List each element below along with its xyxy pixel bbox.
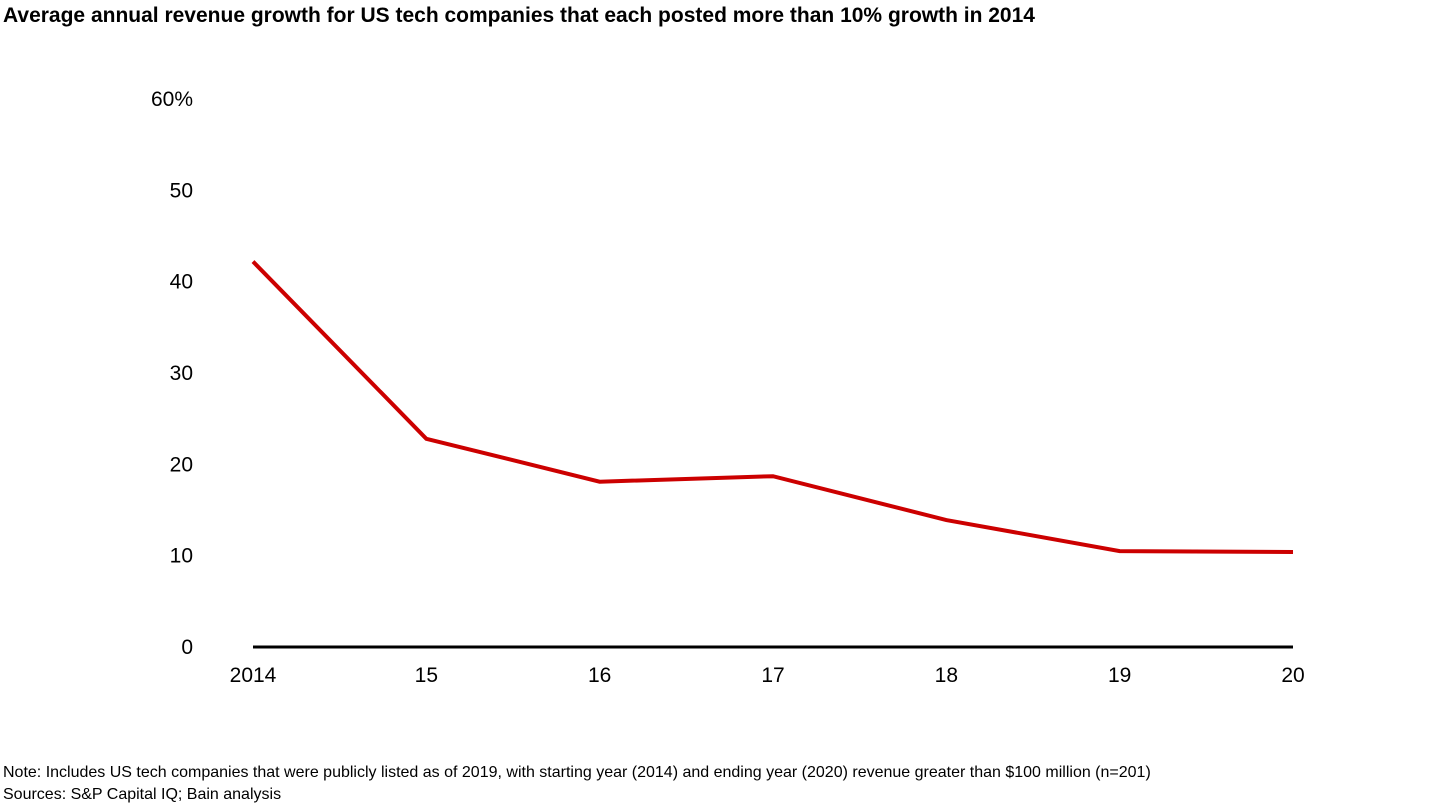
y-tick-label: 40	[170, 271, 193, 294]
y-tick-label: 50	[170, 179, 193, 202]
y-tick-label: 60%	[151, 88, 193, 111]
x-tick-label: 2014	[230, 664, 277, 687]
x-tick-label: 19	[1108, 664, 1131, 687]
x-tick-label: 17	[761, 664, 784, 687]
x-tick-label: 20	[1281, 664, 1304, 687]
y-tick-label: 0	[181, 636, 193, 659]
x-tick-label: 18	[935, 664, 958, 687]
y-tick-label: 10	[170, 545, 193, 568]
y-tick-label: 20	[170, 453, 193, 476]
series-line	[251, 260, 1294, 555]
x-tick-label: 16	[588, 664, 611, 687]
chart-title: Average annual revenue growth for US tec…	[3, 4, 1035, 27]
x-tick-label: 15	[415, 664, 438, 687]
chart-note: Note: Includes US tech companies that we…	[3, 764, 1151, 781]
chart-sources: Sources: S&P Capital IQ; Bain analysis	[3, 786, 282, 803]
y-tick-label: 30	[170, 362, 193, 385]
